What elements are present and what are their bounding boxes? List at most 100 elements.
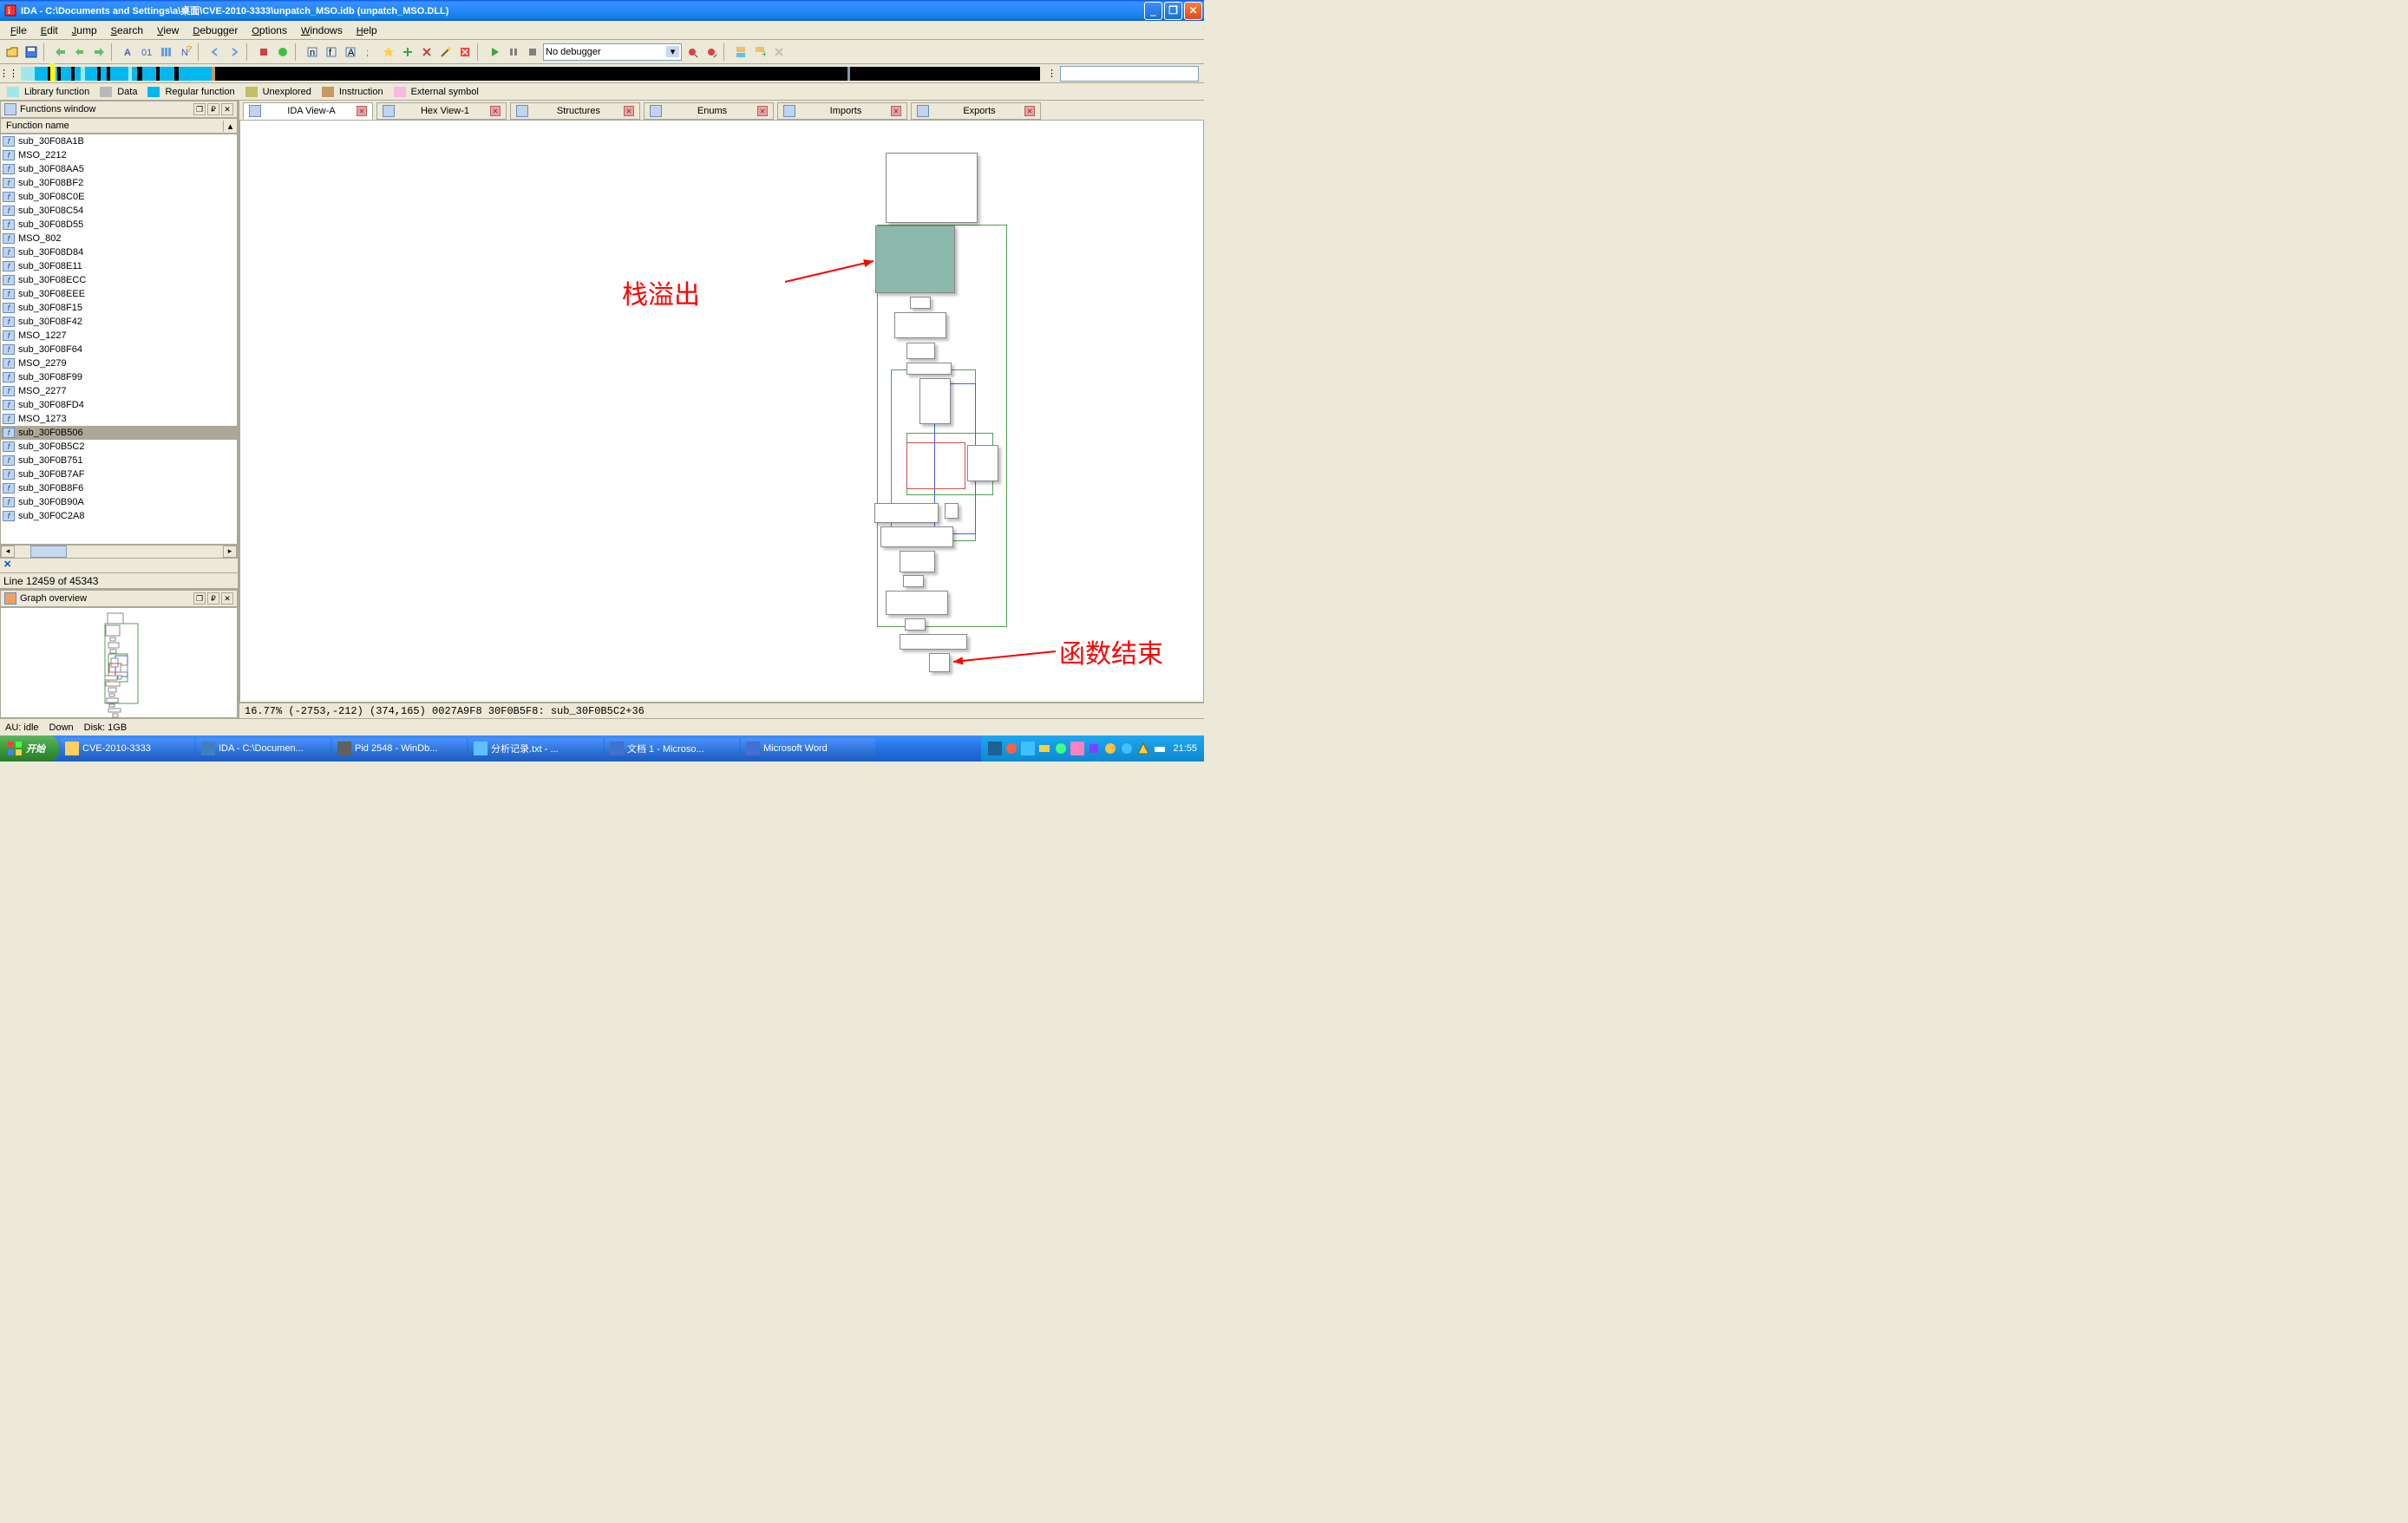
function-row[interactable]: fsub_30F08E11 <box>1 259 237 273</box>
pause-icon[interactable] <box>505 43 522 61</box>
plus-icon[interactable] <box>399 43 416 61</box>
run-icon[interactable] <box>486 43 503 61</box>
seq-icon[interactable] <box>158 43 175 61</box>
tray-icon[interactable] <box>1087 742 1101 755</box>
graph-node[interactable] <box>874 503 939 523</box>
nav-band[interactable] <box>21 67 1040 81</box>
menu-view[interactable]: View <box>150 23 186 38</box>
search-input[interactable] <box>1060 66 1199 82</box>
panel-close-button[interactable]: ✕ <box>221 103 233 115</box>
tab-structures[interactable]: Structures✕ <box>510 102 640 120</box>
tab-close-icon[interactable]: ✕ <box>891 106 901 116</box>
overview-pin-button[interactable]: ₽ <box>207 592 219 605</box>
overview-close-button[interactable]: ✕ <box>221 592 233 605</box>
tab-enums[interactable]: Enums✕ <box>644 102 774 120</box>
menu-jump[interactable]: Jump <box>65 23 104 38</box>
stop2-icon[interactable] <box>524 43 541 61</box>
tab-close-icon[interactable]: ✕ <box>490 106 501 116</box>
maximize-button[interactable]: ❐ <box>1164 2 1182 20</box>
tab-exports[interactable]: Exports✕ <box>911 102 1041 120</box>
function-row[interactable]: fMSO_2279 <box>1 356 237 370</box>
nav-handle-icon[interactable]: ⋮⋮ <box>0 65 17 82</box>
system-tray[interactable]: 21:55 <box>981 735 1204 762</box>
tab-close-icon[interactable]: ✕ <box>1024 106 1035 116</box>
tab-close-icon[interactable]: ✕ <box>357 106 367 116</box>
function-row[interactable]: fsub_30F0B751 <box>1 454 237 467</box>
graph-node[interactable] <box>906 363 952 375</box>
t3-icon[interactable]: A <box>342 43 359 61</box>
prev-icon[interactable] <box>206 43 224 61</box>
panel-x-button[interactable]: ✕ <box>0 559 238 572</box>
function-row[interactable]: fsub_30F08D55 <box>1 218 237 232</box>
function-row[interactable]: fsub_30F0B5C2 <box>1 440 237 454</box>
tab-ida-view-a[interactable]: IDA View-A✕ <box>243 102 373 120</box>
nav-fwd-icon[interactable] <box>90 43 108 61</box>
graph-node[interactable] <box>910 297 931 309</box>
function-row[interactable]: fsub_30F08A1B <box>1 134 237 148</box>
tray-icon[interactable] <box>1054 742 1068 755</box>
scroll-up-icon[interactable]: ▴ <box>223 121 237 132</box>
function-row[interactable]: fsub_30F0B7AF <box>1 467 237 481</box>
function-row[interactable]: fsub_30F0B90A <box>1 495 237 509</box>
x-icon[interactable] <box>456 43 474 61</box>
function-row[interactable]: fsub_30F08EEE <box>1 287 237 301</box>
record-icon[interactable] <box>274 43 291 61</box>
cfg2-icon[interactable]: + <box>751 43 769 61</box>
function-row[interactable]: fsub_30F0B506 <box>1 426 237 440</box>
bp2-icon[interactable] <box>703 43 720 61</box>
function-row[interactable]: fMSO_802 <box>1 232 237 245</box>
functions-hscroll[interactable]: ◂ ▸ <box>0 545 238 559</box>
overview-restore-button[interactable]: ❐ <box>193 592 206 605</box>
menu-edit[interactable]: Edit <box>34 23 65 38</box>
save-icon[interactable] <box>23 43 40 61</box>
minimize-button[interactable]: ‗ <box>1144 2 1162 20</box>
functions-column-header[interactable]: Function name ▴ <box>0 118 238 134</box>
function-row[interactable]: fsub_30F08F42 <box>1 315 237 329</box>
taskbar-button[interactable]: IDA - C:\Documen... <box>196 738 330 759</box>
menu-debugger[interactable]: Debugger <box>186 23 245 38</box>
menu-options[interactable]: Options <box>245 23 294 38</box>
nav-back-icon[interactable] <box>52 43 69 61</box>
star-icon[interactable] <box>380 43 397 61</box>
tray-icon[interactable] <box>1037 742 1051 755</box>
function-row[interactable]: fsub_30F0C2A8 <box>1 509 237 523</box>
function-row[interactable]: fsub_30F08AA5 <box>1 162 237 176</box>
menu-windows[interactable]: Windows <box>294 23 350 38</box>
function-row[interactable]: fsub_30F08D84 <box>1 245 237 259</box>
close-button[interactable]: ✕ <box>1184 2 1202 20</box>
nav-small-back-icon[interactable] <box>71 43 88 61</box>
imm-icon[interactable]: N? <box>177 43 194 61</box>
function-row[interactable]: fsub_30F08BF2 <box>1 176 237 190</box>
panel-restore-button[interactable]: ❐ <box>193 103 206 115</box>
t2-icon[interactable]: f <box>323 43 340 61</box>
function-row[interactable]: fsub_30F08ECC <box>1 273 237 287</box>
tray-icon[interactable] <box>1136 742 1150 755</box>
debugger-select[interactable]: No debugger ▾ <box>543 43 682 61</box>
menu-file[interactable]: File <box>3 23 34 38</box>
function-row[interactable]: fsub_30F08F15 <box>1 301 237 315</box>
function-row[interactable]: fMSO_2212 <box>1 148 237 162</box>
tray-icon[interactable] <box>988 742 1002 755</box>
graph-node[interactable] <box>919 378 951 424</box>
graph-node[interactable] <box>880 526 953 547</box>
function-row[interactable]: fMSO_1273 <box>1 412 237 426</box>
graph-overview-canvas[interactable] <box>0 607 238 718</box>
cross-icon[interactable] <box>418 43 435 61</box>
wand-icon[interactable] <box>437 43 455 61</box>
graph-node[interactable] <box>875 226 955 293</box>
taskbar-button[interactable]: 分析记录.txt - ... <box>468 738 603 759</box>
open-icon[interactable] <box>3 43 21 61</box>
binary-icon[interactable]: 01 <box>139 43 156 61</box>
function-row[interactable]: fsub_30F08C54 <box>1 204 237 218</box>
tray-icon[interactable] <box>1120 742 1134 755</box>
cfg1-icon[interactable] <box>732 43 749 61</box>
function-row[interactable]: fMSO_1227 <box>1 329 237 343</box>
next-icon[interactable] <box>226 43 243 61</box>
text-icon[interactable]: A <box>120 43 137 61</box>
menu-search[interactable]: Search <box>104 23 150 38</box>
tray-icon[interactable] <box>1021 742 1035 755</box>
function-row[interactable]: fMSO_2277 <box>1 384 237 398</box>
panel-pin-button[interactable]: ₽ <box>207 103 219 115</box>
graph-node[interactable] <box>886 153 978 223</box>
graph-canvas[interactable]: 栈溢出函数结束 <box>239 120 1204 703</box>
